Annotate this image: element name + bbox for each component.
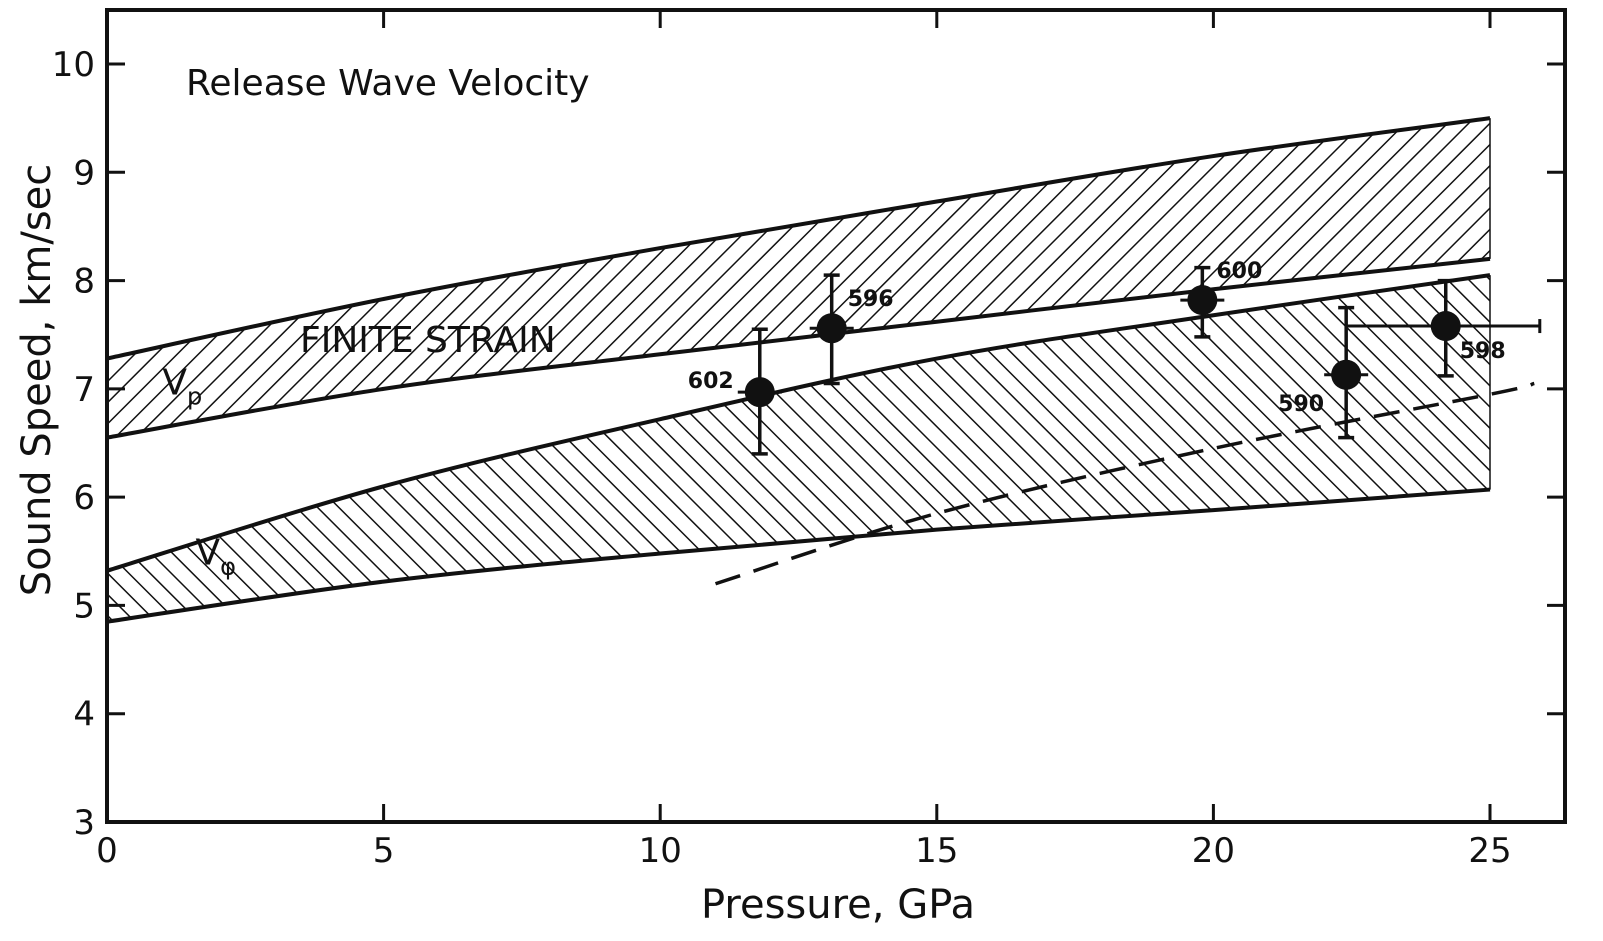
data-marker-596 [816, 313, 847, 344]
y-tick-label-4: 4 [73, 695, 95, 735]
y-axis-title: Sound Speed, km/sec [14, 164, 60, 597]
x-tick-label-0: 0 [96, 831, 118, 871]
y-tick-label-5: 5 [73, 586, 95, 626]
x-tick-label-10: 10 [639, 831, 682, 871]
y-tick-label-7: 7 [73, 370, 95, 410]
band-label-finite-strain: FINITE STRAIN [300, 320, 556, 361]
bands-layer: Vp Vφ [106, 116, 1491, 624]
point-label-596: 596 [848, 287, 894, 312]
data-marker-598 [1430, 311, 1461, 342]
x-tick-label-15: 15 [915, 831, 958, 871]
dashed-line-layer [714, 381, 1535, 586]
y-tick-label-8: 8 [73, 262, 95, 302]
band-name-label-vphi: Vφ [196, 532, 236, 580]
point-label-602: 602 [688, 369, 734, 394]
point-label-600: 600 [1216, 259, 1262, 284]
axes-layer: 0 5 10 15 20 25 3 4 5 6 7 8 9 10 [52, 8, 1567, 871]
band-lower-line-vphi [106, 487, 1491, 624]
x-tick-label-5: 5 [373, 831, 395, 871]
data-marker-600 [1187, 285, 1218, 316]
data-points-layer: 602 596 600 590 598 [688, 259, 1542, 456]
point-label-590: 590 [1278, 392, 1324, 417]
dashed-reference-line [714, 381, 1535, 586]
x-tick-label-25: 25 [1468, 831, 1511, 871]
plot-frame [105, 8, 1567, 824]
x-axis-title: Pressure, GPa [701, 882, 975, 928]
band-upper-line-vp [106, 116, 1491, 361]
data-point-602: 602 [688, 327, 782, 456]
x-tick-label-20: 20 [1192, 831, 1235, 871]
chart-title: Release Wave Velocity [186, 63, 590, 104]
data-marker-590 [1331, 359, 1362, 390]
y-tick-label-6: 6 [73, 478, 95, 518]
band-name-label-vp: Vp [162, 362, 202, 410]
data-point-598: 598 [1346, 278, 1542, 378]
y-tick-label-9: 9 [73, 153, 95, 193]
data-point-600: 600 [1180, 259, 1262, 339]
band-fill-vp [107, 118, 1490, 438]
data-point-590: 590 [1278, 305, 1369, 440]
band-lower-line-vp [106, 256, 1491, 440]
point-label-598: 598 [1460, 339, 1506, 364]
y-tick-label-10: 10 [52, 45, 95, 85]
band-fill-vphi [107, 275, 1490, 622]
y-tick-label-3: 3 [73, 803, 95, 843]
data-point-596: 596 [809, 273, 894, 386]
data-marker-602 [744, 377, 775, 408]
band-upper-line-vphi [106, 273, 1491, 573]
